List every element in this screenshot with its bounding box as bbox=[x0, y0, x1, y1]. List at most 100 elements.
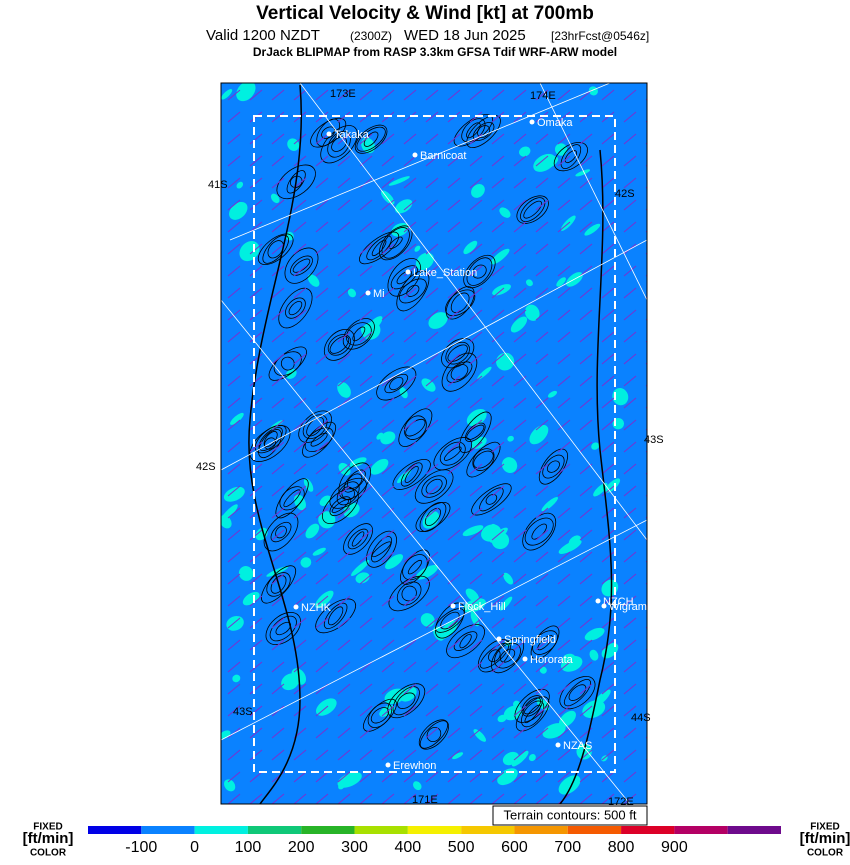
wind-barb bbox=[645, 120, 647, 123]
wind-barb bbox=[645, 604, 647, 607]
updraft-patch bbox=[312, 547, 326, 556]
wind-barb bbox=[623, 309, 637, 321]
wind-barb bbox=[557, 595, 571, 607]
wind-barb bbox=[381, 331, 395, 343]
wind-barb bbox=[227, 485, 241, 497]
place-dot bbox=[522, 656, 528, 662]
wind-barb bbox=[447, 221, 461, 233]
wind-barb bbox=[425, 375, 439, 387]
wind-barb bbox=[337, 639, 351, 651]
terrain-contour bbox=[316, 118, 341, 147]
wind-barb bbox=[315, 89, 329, 101]
updraft-patch bbox=[558, 710, 576, 728]
wind-barb bbox=[425, 485, 439, 497]
terrain-contour bbox=[302, 414, 328, 440]
wind-barb bbox=[623, 441, 637, 453]
terrain-contour bbox=[351, 531, 365, 547]
grid-label: 42S bbox=[615, 188, 635, 200]
wind-barb bbox=[469, 529, 483, 541]
wind-barb bbox=[403, 89, 417, 101]
wind-barb bbox=[447, 353, 461, 365]
updraft-patch bbox=[558, 775, 581, 795]
wind-barb bbox=[293, 265, 307, 277]
wind-barb bbox=[469, 771, 483, 783]
terrain-contour bbox=[472, 264, 487, 279]
wind-barb bbox=[315, 705, 329, 717]
terrain-contour bbox=[532, 630, 558, 655]
wind-barb bbox=[513, 309, 527, 321]
colorbar-segment bbox=[88, 826, 142, 834]
wind-barb bbox=[645, 406, 647, 409]
wind-barb bbox=[513, 463, 527, 475]
wind-barb bbox=[227, 705, 241, 717]
wind-barb bbox=[337, 661, 351, 673]
updraft-patch bbox=[519, 146, 531, 157]
wind-barb bbox=[403, 441, 417, 453]
wind-barb bbox=[359, 639, 373, 651]
terrain-contour bbox=[264, 437, 277, 450]
wind-barb bbox=[579, 463, 593, 475]
wind-barb bbox=[271, 507, 285, 519]
terrain-contour bbox=[270, 575, 287, 594]
wind-barb bbox=[359, 243, 373, 255]
wind-barb bbox=[623, 331, 637, 343]
terrain-contour bbox=[400, 462, 423, 487]
wind-barb bbox=[623, 573, 637, 585]
updraft-patch bbox=[463, 240, 478, 255]
wind-barb bbox=[381, 661, 395, 673]
wind-barb bbox=[249, 727, 263, 739]
updraft-patch bbox=[584, 627, 605, 641]
wind-barb bbox=[623, 177, 637, 189]
wind-barb bbox=[359, 265, 373, 277]
terrain-contour bbox=[415, 502, 451, 532]
updraft-patch bbox=[589, 649, 599, 661]
updraft-patch bbox=[223, 486, 245, 502]
terrain-contour bbox=[440, 611, 460, 630]
terrain-contour bbox=[559, 676, 596, 710]
colorbar-segment bbox=[727, 826, 781, 834]
wind-barb bbox=[535, 705, 549, 717]
terrain-contour bbox=[354, 124, 388, 154]
wind-barb bbox=[381, 749, 395, 761]
wind-barb bbox=[645, 758, 647, 761]
place-dot bbox=[293, 604, 299, 610]
wind-barb bbox=[601, 265, 615, 277]
wind-barb bbox=[381, 595, 395, 607]
wind-barb bbox=[337, 265, 351, 277]
wind-barb bbox=[293, 639, 307, 651]
wind-barb bbox=[381, 617, 395, 629]
terrain-contour bbox=[445, 286, 475, 320]
terrain-contour bbox=[466, 115, 501, 149]
place-dot bbox=[601, 603, 607, 609]
wind-barb bbox=[381, 705, 395, 717]
wind-barb bbox=[535, 683, 549, 695]
wind-barb bbox=[249, 617, 263, 629]
wind-barb bbox=[359, 133, 373, 145]
wind-barb bbox=[425, 529, 439, 541]
wind-barb bbox=[315, 221, 329, 233]
grid-label: 172E bbox=[608, 796, 634, 808]
wind-barb bbox=[535, 727, 549, 739]
wind-barb bbox=[535, 419, 549, 431]
wind-barb bbox=[227, 111, 241, 123]
place-dot bbox=[555, 742, 561, 748]
wind-barb bbox=[359, 221, 373, 233]
wind-barb bbox=[491, 573, 505, 585]
wind-barb bbox=[227, 397, 241, 409]
wind-barb bbox=[337, 155, 351, 167]
terrain-contour bbox=[345, 322, 372, 346]
wind-barb bbox=[535, 441, 549, 453]
terrain-contour bbox=[257, 233, 294, 266]
wind-barb bbox=[403, 749, 417, 761]
wind-barb bbox=[315, 485, 329, 497]
wind-barb bbox=[227, 133, 241, 145]
wind-barb bbox=[403, 485, 417, 497]
wind-barb bbox=[337, 419, 351, 431]
wind-barb bbox=[271, 463, 285, 475]
place-label: Mi bbox=[373, 288, 385, 300]
wind-barb bbox=[579, 287, 593, 299]
wind-barb bbox=[645, 230, 647, 233]
updraft-patch bbox=[612, 388, 629, 406]
colorbar-side-label: COLOR bbox=[30, 848, 67, 859]
wind-barb bbox=[557, 155, 571, 167]
